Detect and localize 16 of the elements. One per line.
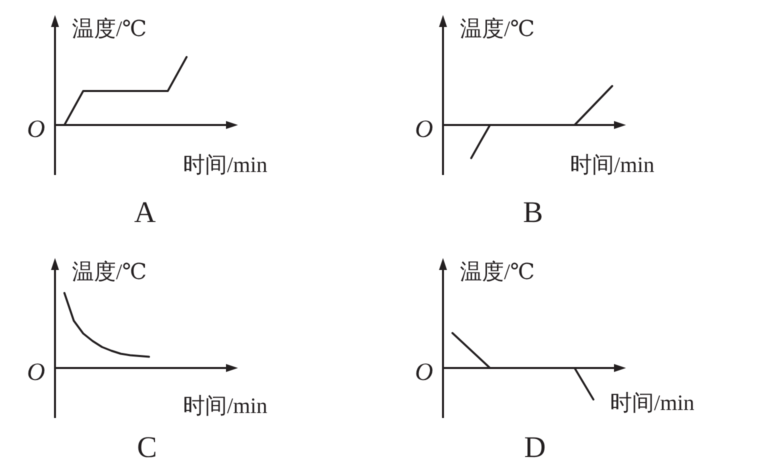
y-axis-title: 温度/℃ (460, 259, 535, 284)
y-axis-title: 温度/℃ (72, 259, 147, 284)
text: O (414, 116, 433, 143)
text: D (524, 431, 546, 464)
text: O (414, 359, 433, 386)
x-axis-title: 时间/min (183, 152, 268, 177)
x-axis-title: 时间/min (570, 152, 654, 177)
text: B (522, 196, 544, 229)
text: O (26, 116, 45, 143)
x-axis-title: 时间/min (610, 390, 694, 415)
x-axis-title: 时间/min (183, 393, 268, 418)
y-axis-title: 温度/℃ (460, 16, 535, 41)
text: C (136, 431, 158, 464)
y-axis-title: 温度/℃ (72, 16, 147, 41)
text: A (134, 196, 156, 229)
text: O (26, 359, 45, 386)
